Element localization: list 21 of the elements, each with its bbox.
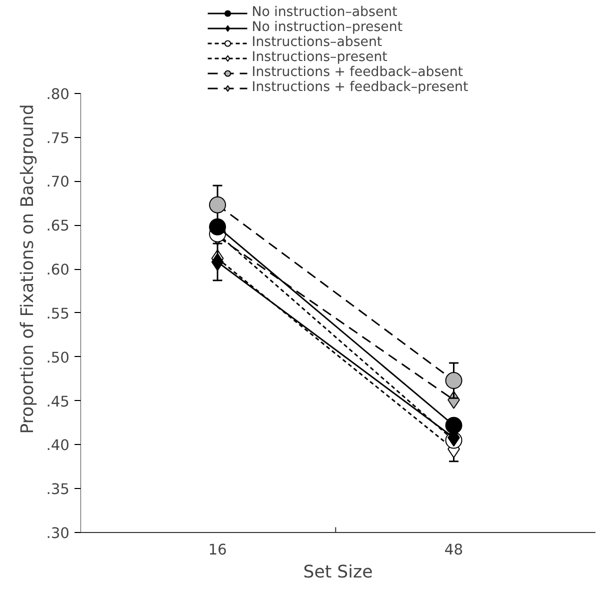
y-tick-label: .60 (46, 262, 70, 278)
y-tick-label: .75 (46, 130, 70, 147)
y-tick-label: .70 (46, 174, 70, 191)
y-axis-title: Proportion of Fixations on Background (18, 104, 38, 434)
legend-label: No instruction–present (252, 20, 403, 35)
legend-label: Instructions + feedback–present (252, 80, 468, 95)
y-tick-label: .80 (46, 86, 70, 103)
x-tick-label: 16 (208, 542, 227, 558)
legend-label: No instruction–absent (252, 5, 398, 20)
y-tick-label: .55 (46, 305, 70, 322)
x-axis-title: Set Size (303, 562, 373, 582)
y-tick-label: .50 (46, 349, 70, 366)
y-tick-label: .40 (46, 437, 70, 454)
y-tick-label: .35 (46, 481, 70, 498)
legend-label: Instructions–present (252, 50, 388, 65)
legend-label: Instructions + feedback–absent (252, 65, 464, 80)
legend-label: Instructions–absent (252, 35, 382, 50)
y-tick-label: .45 (46, 393, 70, 410)
y-tick-label: .65 (46, 218, 70, 235)
x-tick-label: 48 (444, 542, 464, 558)
y-tick-label: .30 (46, 525, 70, 542)
